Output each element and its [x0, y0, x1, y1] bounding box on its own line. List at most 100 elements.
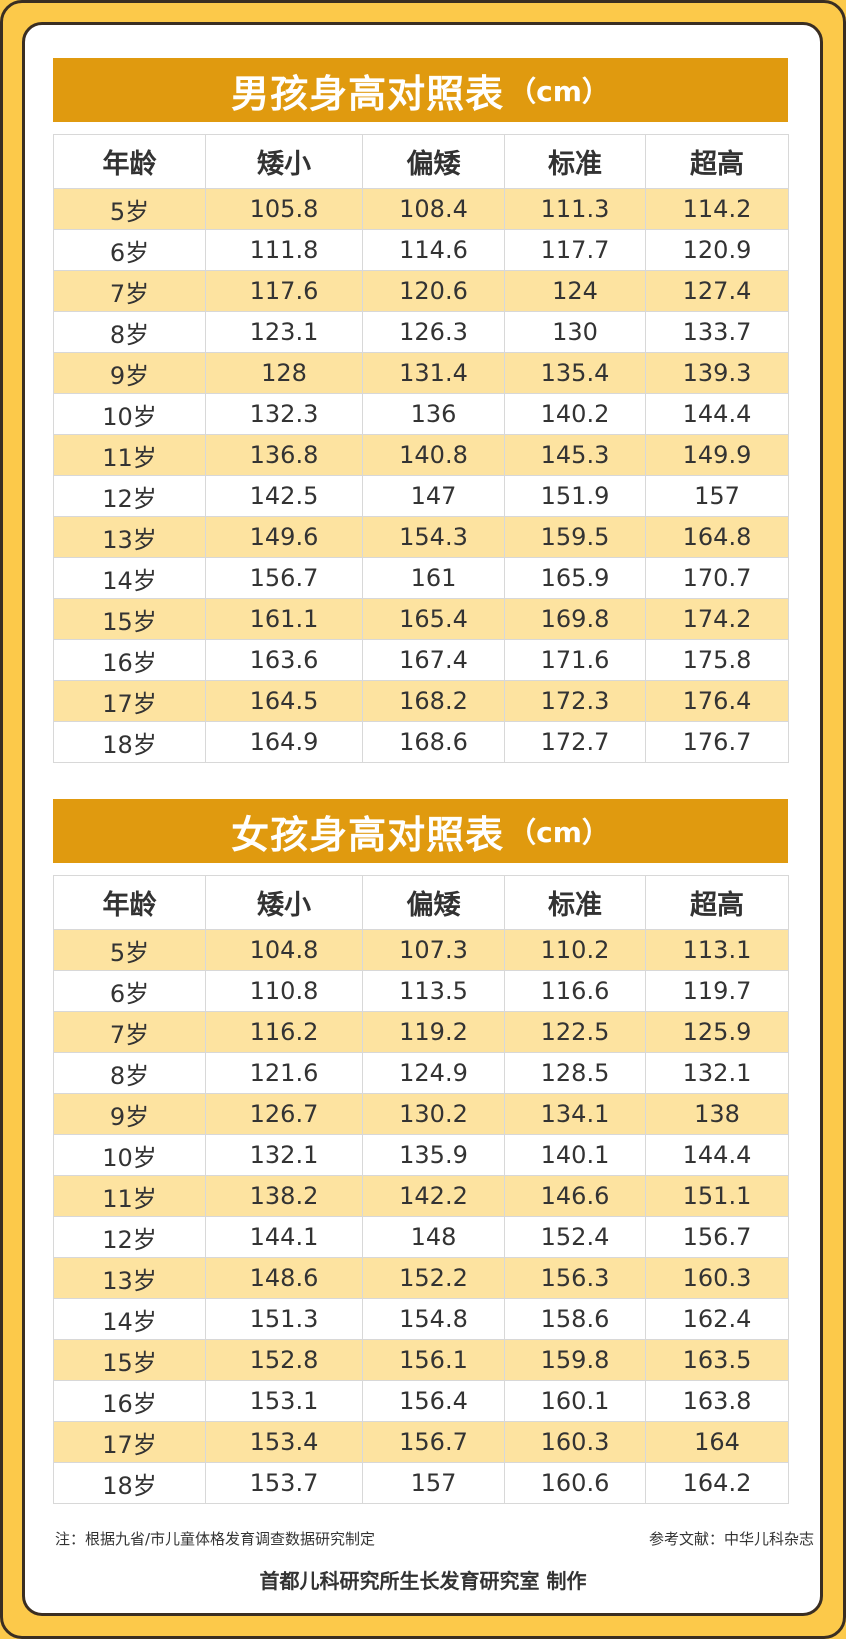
header-age: 年龄 [53, 134, 206, 189]
height-cell: 138 [645, 1093, 789, 1135]
height-cell: 125.9 [645, 1011, 789, 1053]
age-cell: 6岁 [53, 970, 206, 1012]
height-cell: 148 [362, 1216, 505, 1258]
height-cell: 156.4 [362, 1380, 505, 1422]
header-standard: 标准 [504, 134, 646, 189]
height-cell: 153.7 [205, 1462, 363, 1504]
height-cell: 160.1 [504, 1380, 646, 1422]
height-cell: 117.7 [504, 229, 646, 271]
table-row: 6岁 110.8 113.5 116.6 119.7 [53, 970, 789, 1012]
age-cell: 17岁 [53, 1421, 206, 1463]
table-row: 9岁 128 131.4 135.4 139.3 [53, 352, 789, 394]
height-cell: 172.3 [504, 680, 646, 722]
height-cell: 135.9 [362, 1134, 505, 1176]
height-cell: 128.5 [504, 1052, 646, 1094]
age-cell: 14岁 [53, 1298, 206, 1340]
height-cell: 164 [645, 1421, 789, 1463]
height-cell: 154.3 [362, 516, 505, 558]
boys-section: 男孩身高对照表 （cm） 年龄 矮小 偏矮 标准 超高 5岁 105.8 108.4… [53, 58, 789, 763]
height-cell: 132.1 [645, 1052, 789, 1094]
credit-line: 首都儿科研究所生长发育研究室 制作 [259, 1569, 587, 1593]
header-age: 年龄 [53, 875, 206, 930]
girls-header-row: 年龄 矮小 偏矮 标准 超高 [53, 875, 789, 930]
height-cell: 163.6 [205, 639, 363, 681]
height-cell: 136.8 [205, 434, 363, 476]
height-cell: 110.8 [205, 970, 363, 1012]
height-cell: 156.3 [504, 1257, 646, 1299]
height-cell: 113.1 [645, 929, 789, 971]
height-cell: 134.1 [504, 1093, 646, 1135]
height-cell: 164.5 [205, 680, 363, 722]
height-cell: 160.6 [504, 1462, 646, 1504]
height-cell: 145.3 [504, 434, 646, 476]
height-cell: 119.7 [645, 970, 789, 1012]
height-cell: 107.3 [362, 929, 505, 971]
height-cell: 104.8 [205, 929, 363, 971]
table-row: 11岁 136.8 140.8 145.3 149.9 [53, 434, 789, 476]
height-cell: 154.8 [362, 1298, 505, 1340]
table-row: 17岁 164.5 168.2 172.3 176.4 [53, 680, 789, 722]
height-cell: 147 [362, 475, 505, 517]
age-cell: 16岁 [53, 639, 206, 681]
age-cell: 8岁 [53, 1052, 206, 1094]
table-row: 6岁 111.8 114.6 117.7 120.9 [53, 229, 789, 271]
height-cell: 124 [504, 270, 646, 312]
height-cell: 111.8 [205, 229, 363, 271]
reference-note: 参考文献：中华儿科杂志 [648, 1530, 814, 1548]
height-cell: 146.6 [504, 1175, 646, 1217]
header-short: 矮小 [205, 875, 363, 930]
age-cell: 9岁 [53, 1093, 206, 1135]
age-cell: 15岁 [53, 598, 206, 640]
age-cell: 12岁 [53, 1216, 206, 1258]
table-row: 5岁 105.8 108.4 111.3 114.2 [53, 188, 789, 230]
table-row: 17岁 153.4 156.7 160.3 164 [53, 1421, 789, 1463]
height-cell: 159.8 [504, 1339, 646, 1381]
height-cell: 157 [645, 475, 789, 517]
height-cell: 152.4 [504, 1216, 646, 1258]
age-cell: 15岁 [53, 1339, 206, 1381]
age-cell: 18岁 [53, 1462, 206, 1504]
age-cell: 11岁 [53, 434, 206, 476]
header-tall: 超高 [645, 875, 789, 930]
age-cell: 10岁 [53, 1134, 206, 1176]
height-cell: 144.4 [645, 393, 789, 435]
height-cell: 160.3 [645, 1257, 789, 1299]
age-cell: 7岁 [53, 1011, 206, 1053]
age-cell: 13岁 [53, 516, 206, 558]
boys-title-banner: 男孩身高对照表 （cm） [53, 58, 788, 122]
boys-unit: （cm） [508, 75, 610, 108]
height-cell: 114.6 [362, 229, 505, 271]
height-cell: 144.4 [645, 1134, 789, 1176]
height-cell: 176.4 [645, 680, 789, 722]
boys-title: 男孩身高对照表 [231, 71, 505, 116]
table-row: 12岁 144.1 148 152.4 156.7 [53, 1216, 789, 1258]
table-row: 7岁 117.6 120.6 124 127.4 [53, 270, 789, 312]
height-cell: 167.4 [362, 639, 505, 681]
height-cell: 157 [362, 1462, 505, 1504]
table-row: 10岁 132.3 136 140.2 144.4 [53, 393, 789, 435]
height-cell: 128 [205, 352, 363, 394]
height-cell: 120.6 [362, 270, 505, 312]
height-cell: 159.5 [504, 516, 646, 558]
height-cell: 142.2 [362, 1175, 505, 1217]
girls-table-body: 5岁 104.8 107.3 110.2 113.1 6岁 110.8 113.5 116.6 1… [53, 929, 789, 1504]
age-cell: 16岁 [53, 1380, 206, 1422]
age-cell: 18岁 [53, 721, 206, 763]
height-cell: 139.3 [645, 352, 789, 394]
age-cell: 7岁 [53, 270, 206, 312]
height-cell: 165.4 [362, 598, 505, 640]
height-cell: 169.8 [504, 598, 646, 640]
age-cell: 12岁 [53, 475, 206, 517]
table-row: 15岁 161.1 165.4 169.8 174.2 [53, 598, 789, 640]
height-cell: 130 [504, 311, 646, 353]
table-row: 11岁 138.2 142.2 146.6 151.1 [53, 1175, 789, 1217]
height-cell: 175.8 [645, 639, 789, 681]
table-row: 9岁 126.7 130.2 134.1 138 [53, 1093, 789, 1135]
data-source-note: 注：根据九省/市儿童体格发育调查数据研究制定 [55, 1530, 376, 1548]
height-cell: 172.7 [504, 721, 646, 763]
table-row: 18岁 153.7 157 160.6 164.2 [53, 1462, 789, 1504]
boys-header-row: 年龄 矮小 偏矮 标准 超高 [53, 134, 789, 189]
height-cell: 152.8 [205, 1339, 363, 1381]
height-cell: 153.4 [205, 1421, 363, 1463]
height-cell: 121.6 [205, 1052, 363, 1094]
